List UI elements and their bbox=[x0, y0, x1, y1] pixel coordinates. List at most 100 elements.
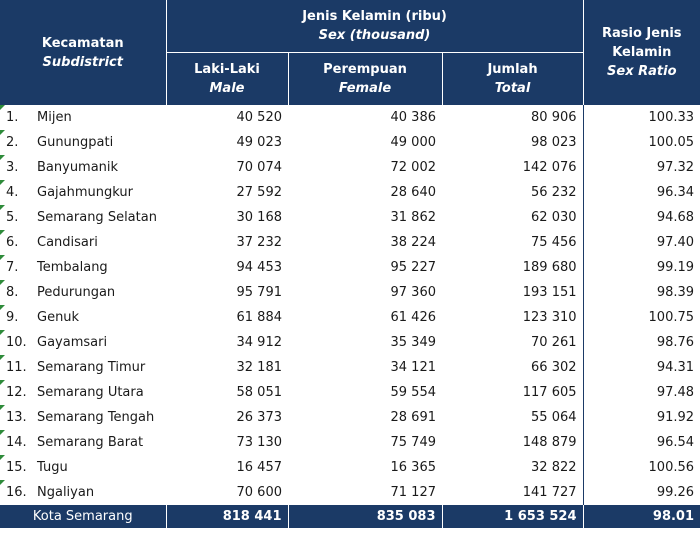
total-cell: 141 727 bbox=[522, 485, 577, 500]
subdistrict-cell: 2. Gunungpati bbox=[0, 130, 166, 155]
sex-group-header: Jenis Kelamin (ribu) Sex (thousand) bbox=[165, 0, 584, 53]
male-cell: 27 592 bbox=[236, 185, 283, 200]
ratio-header-en: Sex Ratio bbox=[607, 64, 677, 79]
row-number: 15. bbox=[6, 460, 27, 475]
ratio-cell: 100.56 bbox=[582, 455, 700, 480]
ratio-cell: 100.33 bbox=[582, 105, 700, 130]
subdistrict-cell: 15. Tugu bbox=[0, 455, 166, 480]
female-cell: 35 349 bbox=[390, 335, 437, 350]
subdistrict-name: Mijen bbox=[37, 110, 72, 125]
male-header-en: Male bbox=[209, 81, 245, 96]
subdistrict-name: Semarang Barat bbox=[37, 435, 144, 450]
female-cell: 75 749 bbox=[390, 435, 437, 450]
subdistrict-cell: 9. Genuk bbox=[0, 305, 166, 330]
table-footer: Kota Semarang 818 441 835 083 1 653 524 … bbox=[0, 505, 700, 528]
male-cell: 95 791 bbox=[236, 285, 283, 300]
subdistrict-cell: 6. Candisari bbox=[0, 230, 166, 255]
subdistrict-cell: 1. Mijen bbox=[0, 105, 166, 130]
ratio-cell: 99.26 bbox=[582, 480, 700, 505]
sex-ratio-header: Rasio Jenis Kelamin Sex Ratio bbox=[582, 0, 700, 105]
subdistrict-name: Tembalang bbox=[37, 260, 108, 275]
total-cell: 62 030 bbox=[531, 210, 577, 225]
subdistrict-cell: 16. Ngaliyan bbox=[0, 480, 166, 505]
male-cell: 94 453 bbox=[236, 260, 283, 275]
table-row: 3. Banyumanik 70 074 72 002 142 076 97.32 bbox=[0, 155, 700, 180]
ratio-cell: 94.68 bbox=[582, 205, 700, 230]
total-cell: 66 302 bbox=[531, 360, 577, 375]
row-number: 8. bbox=[6, 285, 19, 300]
table-row: 4. Gajahmungkur 27 592 28 640 56 232 96.34 bbox=[0, 180, 700, 205]
row-number: 5. bbox=[6, 210, 19, 225]
total-cell: 56 232 bbox=[531, 185, 577, 200]
ratio-header-id-2: Kelamin bbox=[612, 45, 672, 60]
total-header: Jumlah Total bbox=[441, 52, 584, 105]
table-row: 13. Semarang Tengah 26 373 28 691 55 064 91.9… bbox=[0, 405, 700, 430]
total-cell: 193 151 bbox=[522, 285, 577, 300]
male-cell: 34 912 bbox=[236, 335, 283, 350]
row-number: 1. bbox=[6, 110, 19, 125]
female-header: Perempuan Female bbox=[287, 52, 442, 105]
female-cell: 97 360 bbox=[390, 285, 437, 300]
male-cell: 61 884 bbox=[236, 310, 283, 325]
ratio-cell: 100.05 bbox=[582, 130, 700, 155]
row-number: 13. bbox=[6, 410, 27, 425]
female-header-id: Perempuan bbox=[323, 62, 407, 77]
female-cell: 31 862 bbox=[390, 210, 437, 225]
total-cell: 142 076 bbox=[522, 160, 577, 175]
table-body: 1. Mijen 40 520 40 386 80 906 100.33 2. Gunungp… bbox=[0, 105, 700, 505]
subdistrict-name: Tugu bbox=[37, 460, 68, 475]
female-cell: 34 121 bbox=[390, 360, 437, 375]
subdistrict-cell: 3. Banyumanik bbox=[0, 155, 166, 180]
sex-header-en: Sex (thousand) bbox=[318, 28, 431, 43]
subdistrict-header-id: Kecamatan bbox=[41, 35, 124, 51]
subdistrict-name: Semarang Selatan bbox=[37, 210, 157, 225]
total-cell: 55 064 bbox=[531, 410, 577, 425]
total-cell: 98 023 bbox=[531, 135, 577, 150]
male-cell: 16 457 bbox=[236, 460, 283, 475]
subdistrict-cell: 4. Gajahmungkur bbox=[0, 180, 166, 205]
subdistrict-header: Kecamatan Subdistrict bbox=[0, 0, 166, 105]
total-header-en: Total bbox=[494, 81, 531, 96]
row-number: 9. bbox=[6, 310, 19, 325]
table-row: 16. Ngaliyan 70 600 71 127 141 727 99.26 bbox=[0, 480, 700, 505]
subdistrict-cell: 12. Semarang Utara bbox=[0, 380, 166, 405]
female-cell: 71 127 bbox=[390, 485, 437, 500]
male-cell: 30 168 bbox=[236, 210, 283, 225]
male-cell: 49 023 bbox=[236, 135, 283, 150]
footer-label: Kota Semarang bbox=[0, 505, 166, 528]
table-row: 8. Pedurungan 95 791 97 360 193 151 98.39 bbox=[0, 280, 700, 305]
subdistrict-cell: 7. Tembalang bbox=[0, 255, 166, 280]
subdistrict-cell: 13. Semarang Tengah bbox=[0, 405, 166, 430]
male-cell: 26 373 bbox=[236, 410, 283, 425]
subdistrict-name: Gajahmungkur bbox=[37, 185, 133, 200]
table-row: 5. Semarang Selatan 30 168 31 862 62 030 94.6… bbox=[0, 205, 700, 230]
ratio-cell: 97.32 bbox=[582, 155, 700, 180]
total-header-id: Jumlah bbox=[487, 62, 538, 77]
table-row: 2. Gunungpati 49 023 49 000 98 023 100.05 bbox=[0, 130, 700, 155]
ratio-cell: 97.48 bbox=[582, 380, 700, 405]
male-cell: 32 181 bbox=[236, 360, 283, 375]
female-cell: 38 224 bbox=[390, 235, 437, 250]
male-header-id: Laki-Laki bbox=[194, 62, 260, 77]
row-number: 10. bbox=[6, 335, 27, 350]
female-cell: 61 426 bbox=[390, 310, 437, 325]
female-cell: 95 227 bbox=[390, 260, 437, 275]
subdistrict-name: Genuk bbox=[37, 310, 80, 325]
total-row: Kota Semarang 818 441 835 083 1 653 524 … bbox=[0, 505, 700, 528]
table-row: 11. Semarang Timur 32 181 34 121 66 302 94.31 bbox=[0, 355, 700, 380]
female-cell: 40 386 bbox=[390, 110, 437, 125]
ratio-cell: 98.76 bbox=[582, 330, 700, 355]
row-number: 12. bbox=[6, 385, 27, 400]
population-table: Kecamatan Subdistrict Jenis Kelamin (rib… bbox=[0, 0, 700, 528]
total-cell: 80 906 bbox=[531, 110, 577, 125]
table-row: 9. Genuk 61 884 61 426 123 310 100.75 bbox=[0, 305, 700, 330]
male-header: Laki-Laki Male bbox=[165, 52, 288, 105]
subdistrict-cell: 14. Semarang Barat bbox=[0, 430, 166, 455]
sex-header-id: Jenis Kelamin (ribu) bbox=[302, 9, 447, 24]
female-header-en: Female bbox=[338, 81, 392, 96]
total-cell: 32 822 bbox=[531, 460, 577, 475]
female-cell: 59 554 bbox=[390, 385, 437, 400]
table-row: 7. Tembalang 94 453 95 227 189 680 99.19 bbox=[0, 255, 700, 280]
subdistrict-cell: 5. Semarang Selatan bbox=[0, 205, 166, 230]
male-cell: 58 051 bbox=[236, 385, 283, 400]
